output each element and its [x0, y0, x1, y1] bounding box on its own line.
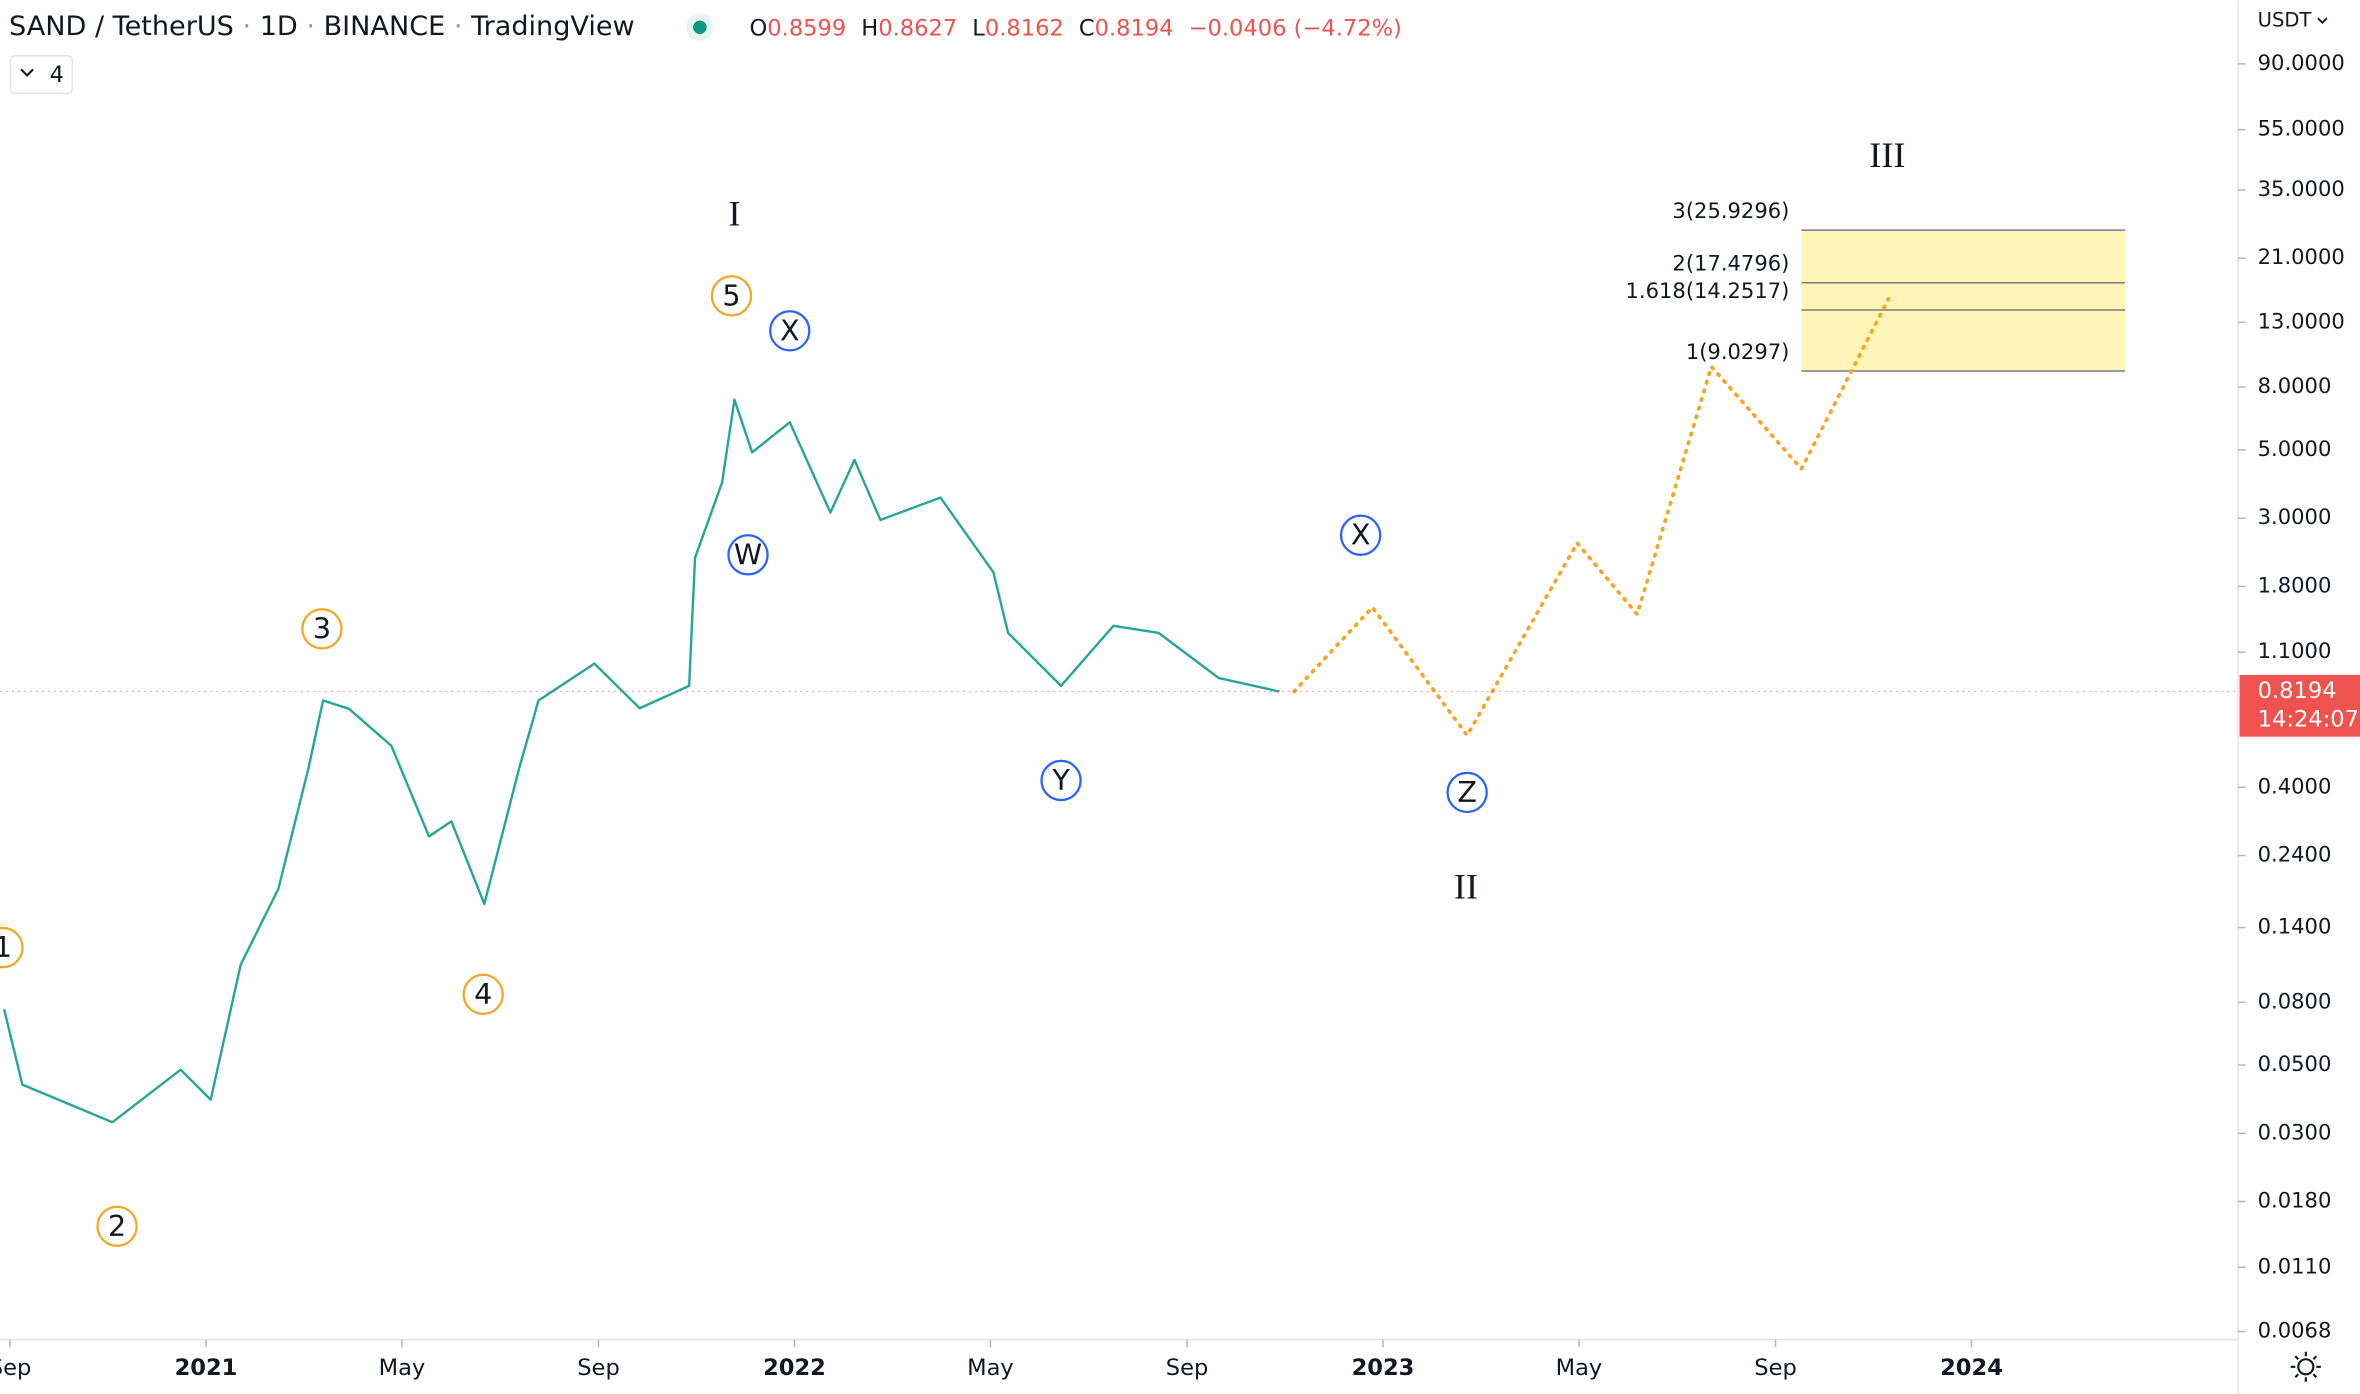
wave-label: 2 — [108, 1209, 126, 1243]
ohlc-label: O — [750, 15, 768, 41]
wave-label: X — [780, 313, 800, 347]
ohlc-value: 0.8162 — [985, 15, 1064, 41]
x-tick-label: Sep — [0, 1355, 31, 1381]
y-tick-label: 0.4000 — [2258, 773, 2332, 798]
wave-label: Z — [1457, 775, 1477, 809]
wave-label: W — [734, 537, 762, 571]
interval: 1D — [260, 11, 298, 42]
indicator-toggle[interactable] — [9, 55, 73, 95]
wave-label: Y — [1051, 763, 1070, 797]
x-tick-label: Sep — [577, 1355, 620, 1381]
wave-label: III — [1869, 135, 1905, 175]
wave-label: 5 — [722, 278, 740, 312]
ohlc-label: C — [1079, 15, 1095, 41]
x-tick-label: Sep — [1754, 1355, 1797, 1381]
separator: · — [298, 11, 324, 42]
header: SAND / TetherUS · 1D · BINANCE · Trading… — [9, 11, 1402, 95]
ohlc-label: L — [972, 15, 985, 41]
wave-circle — [1040, 759, 1082, 802]
ohlc-value: 0.8627 — [878, 15, 957, 41]
price-change: −0.0406 (−4.72%) — [1189, 15, 1402, 41]
y-tick-label: 1.8000 — [2258, 572, 2332, 597]
separator: · — [234, 11, 260, 42]
x-tick-label: 2024 — [1940, 1355, 2003, 1381]
y-tick-label: 55.0000 — [2258, 116, 2345, 141]
settings-icon[interactable] — [2290, 1351, 2321, 1382]
wave-circle — [1446, 771, 1488, 814]
ohlc-value: 0.8194 — [1095, 15, 1174, 41]
wave-circle — [96, 1205, 138, 1247]
x-tick-label: 2022 — [763, 1355, 826, 1381]
plot-area: 1(9.0297) 1.618(14.2517)2(17.4796) 3(25.92… — [0, 135, 2239, 1247]
wave-circle — [462, 973, 504, 1016]
wave-label: I — [728, 194, 740, 234]
source: TradingView — [470, 11, 635, 42]
wave-circle — [1339, 514, 1382, 556]
fib-zone — [1801, 230, 2126, 371]
price-tag-value: 0.8194 — [2258, 678, 2337, 704]
wave-circle — [727, 534, 769, 576]
wave-circle — [301, 608, 343, 650]
y-tick-label: 0.0110 — [2258, 1253, 2332, 1278]
ohlc-value: 0.8599 — [767, 15, 846, 41]
fib-label: 3(25.9296) — [1672, 198, 1789, 223]
x-tick-label: May — [967, 1355, 1014, 1381]
x-tick-label: 2023 — [1352, 1355, 1415, 1381]
fib-label: 1.618(14.2517) — [1626, 278, 1790, 303]
wave-circle — [0, 926, 24, 969]
y-tick-label: 3.0000 — [2258, 504, 2332, 529]
y-tick-label: 0.1400 — [2258, 914, 2332, 939]
price-tag — [2239, 674, 2360, 737]
currency-label[interactable]: USDT — [2258, 9, 2312, 32]
y-tick-label: 0.0068 — [2258, 1318, 2332, 1343]
ohlc: O0.8599 H0.8627 L0.8162 C0.8194 −0.0406 (−4.… — [750, 15, 1402, 41]
x-tick-label: 2021 — [175, 1355, 238, 1381]
projection-path — [1292, 296, 1891, 739]
chevron-icon — [20, 68, 34, 77]
y-tick-label: 21.0000 — [2258, 244, 2345, 269]
wave-label: 3 — [313, 611, 331, 645]
y-tick-label: 0.0500 — [2258, 1051, 2332, 1076]
y-tick-label: 13.0000 — [2258, 308, 2345, 333]
y-tick-label: 0.0300 — [2258, 1119, 2332, 1144]
wave-label: II — [1454, 867, 1478, 907]
y-tick-label: 35.0000 — [2258, 176, 2345, 201]
wave-label: 1 — [0, 930, 12, 964]
y-tick-label: 1.1000 — [2258, 638, 2332, 663]
status-dot — [693, 20, 707, 35]
price-tag-countdown: 14:24:07 — [2258, 707, 2359, 733]
fib-label: 1(9.0297) — [1686, 339, 1790, 364]
wave-circle — [769, 310, 811, 352]
ohlc-label: H — [861, 15, 878, 41]
y-tick-label: 8.0000 — [2258, 373, 2332, 398]
price-line — [2, 398, 1280, 1124]
y-tick-label: 0.0800 — [2258, 988, 2332, 1013]
wave-circle — [710, 275, 753, 317]
y-tick-label: 90.0000 — [2258, 50, 2345, 75]
separator: · — [445, 11, 471, 42]
wave-label: X — [1351, 518, 1371, 552]
chevron-icon — [2317, 17, 2328, 24]
x-tick-label: May — [379, 1355, 426, 1381]
y-tick-label: 5.0000 — [2258, 436, 2332, 461]
y-tick-label: 0.2400 — [2258, 842, 2332, 867]
x-tick-label: Sep — [1166, 1355, 1209, 1381]
symbol: SAND / TetherUS — [9, 11, 234, 42]
exchange: BINANCE — [324, 11, 446, 42]
indicator-count[interactable]: 4 — [50, 62, 64, 88]
symbol-header: SAND / TetherUS · 1D · BINANCE · Trading… — [9, 11, 635, 42]
fib-label: 2(17.4796) — [1672, 251, 1789, 276]
y-tick-label: 0.0180 — [2258, 1188, 2332, 1213]
x-tick-label: May — [1556, 1355, 1603, 1381]
wave-label: 4 — [474, 977, 492, 1011]
